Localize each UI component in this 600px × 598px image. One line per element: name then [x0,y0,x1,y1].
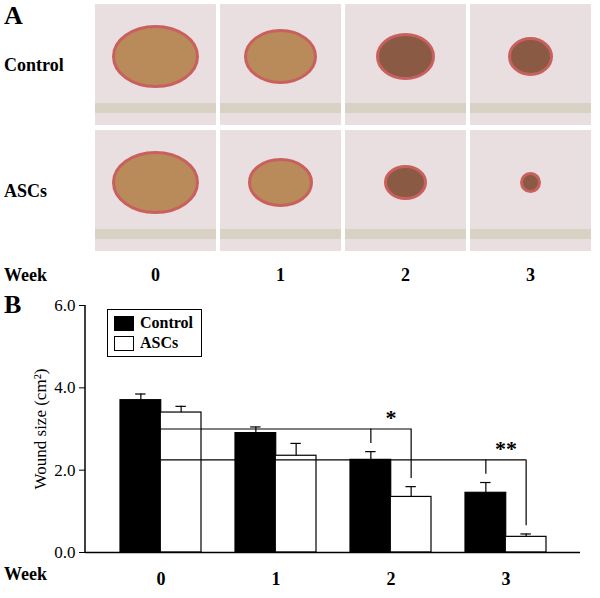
html-text:B: B [4,290,22,319]
svg-text:*: * [386,405,397,430]
svg-text:A: A [4,1,23,30]
svg-text:0: 0 [151,265,160,285]
html-text:Week: Week [4,564,47,584]
svg-text:Control: Control [4,55,64,75]
svg-text:**: ** [495,436,517,461]
svg-text:2: 2 [401,265,410,285]
html-text:ASCs: ASCs [140,334,179,351]
svg-text:0: 0 [157,569,166,589]
svg-text:3: 3 [502,569,511,589]
svg-text:Wound size (cm²): Wound size (cm²) [31,369,50,490]
svg-text:ASCs: ASCs [4,181,47,201]
svg-text:1: 1 [276,265,285,285]
svg-text:2.0: 2.0 [54,461,75,480]
svg-text:1: 1 [272,569,281,589]
svg-text:3: 3 [526,265,535,285]
svg-text:0.0: 0.0 [54,543,75,562]
svg-text:4.0: 4.0 [54,378,75,397]
html-text:Control: Control [140,314,193,331]
svg-text:6.0: 6.0 [54,296,75,315]
svg-text:2: 2 [387,569,396,589]
svg-text:Week: Week [4,265,47,285]
